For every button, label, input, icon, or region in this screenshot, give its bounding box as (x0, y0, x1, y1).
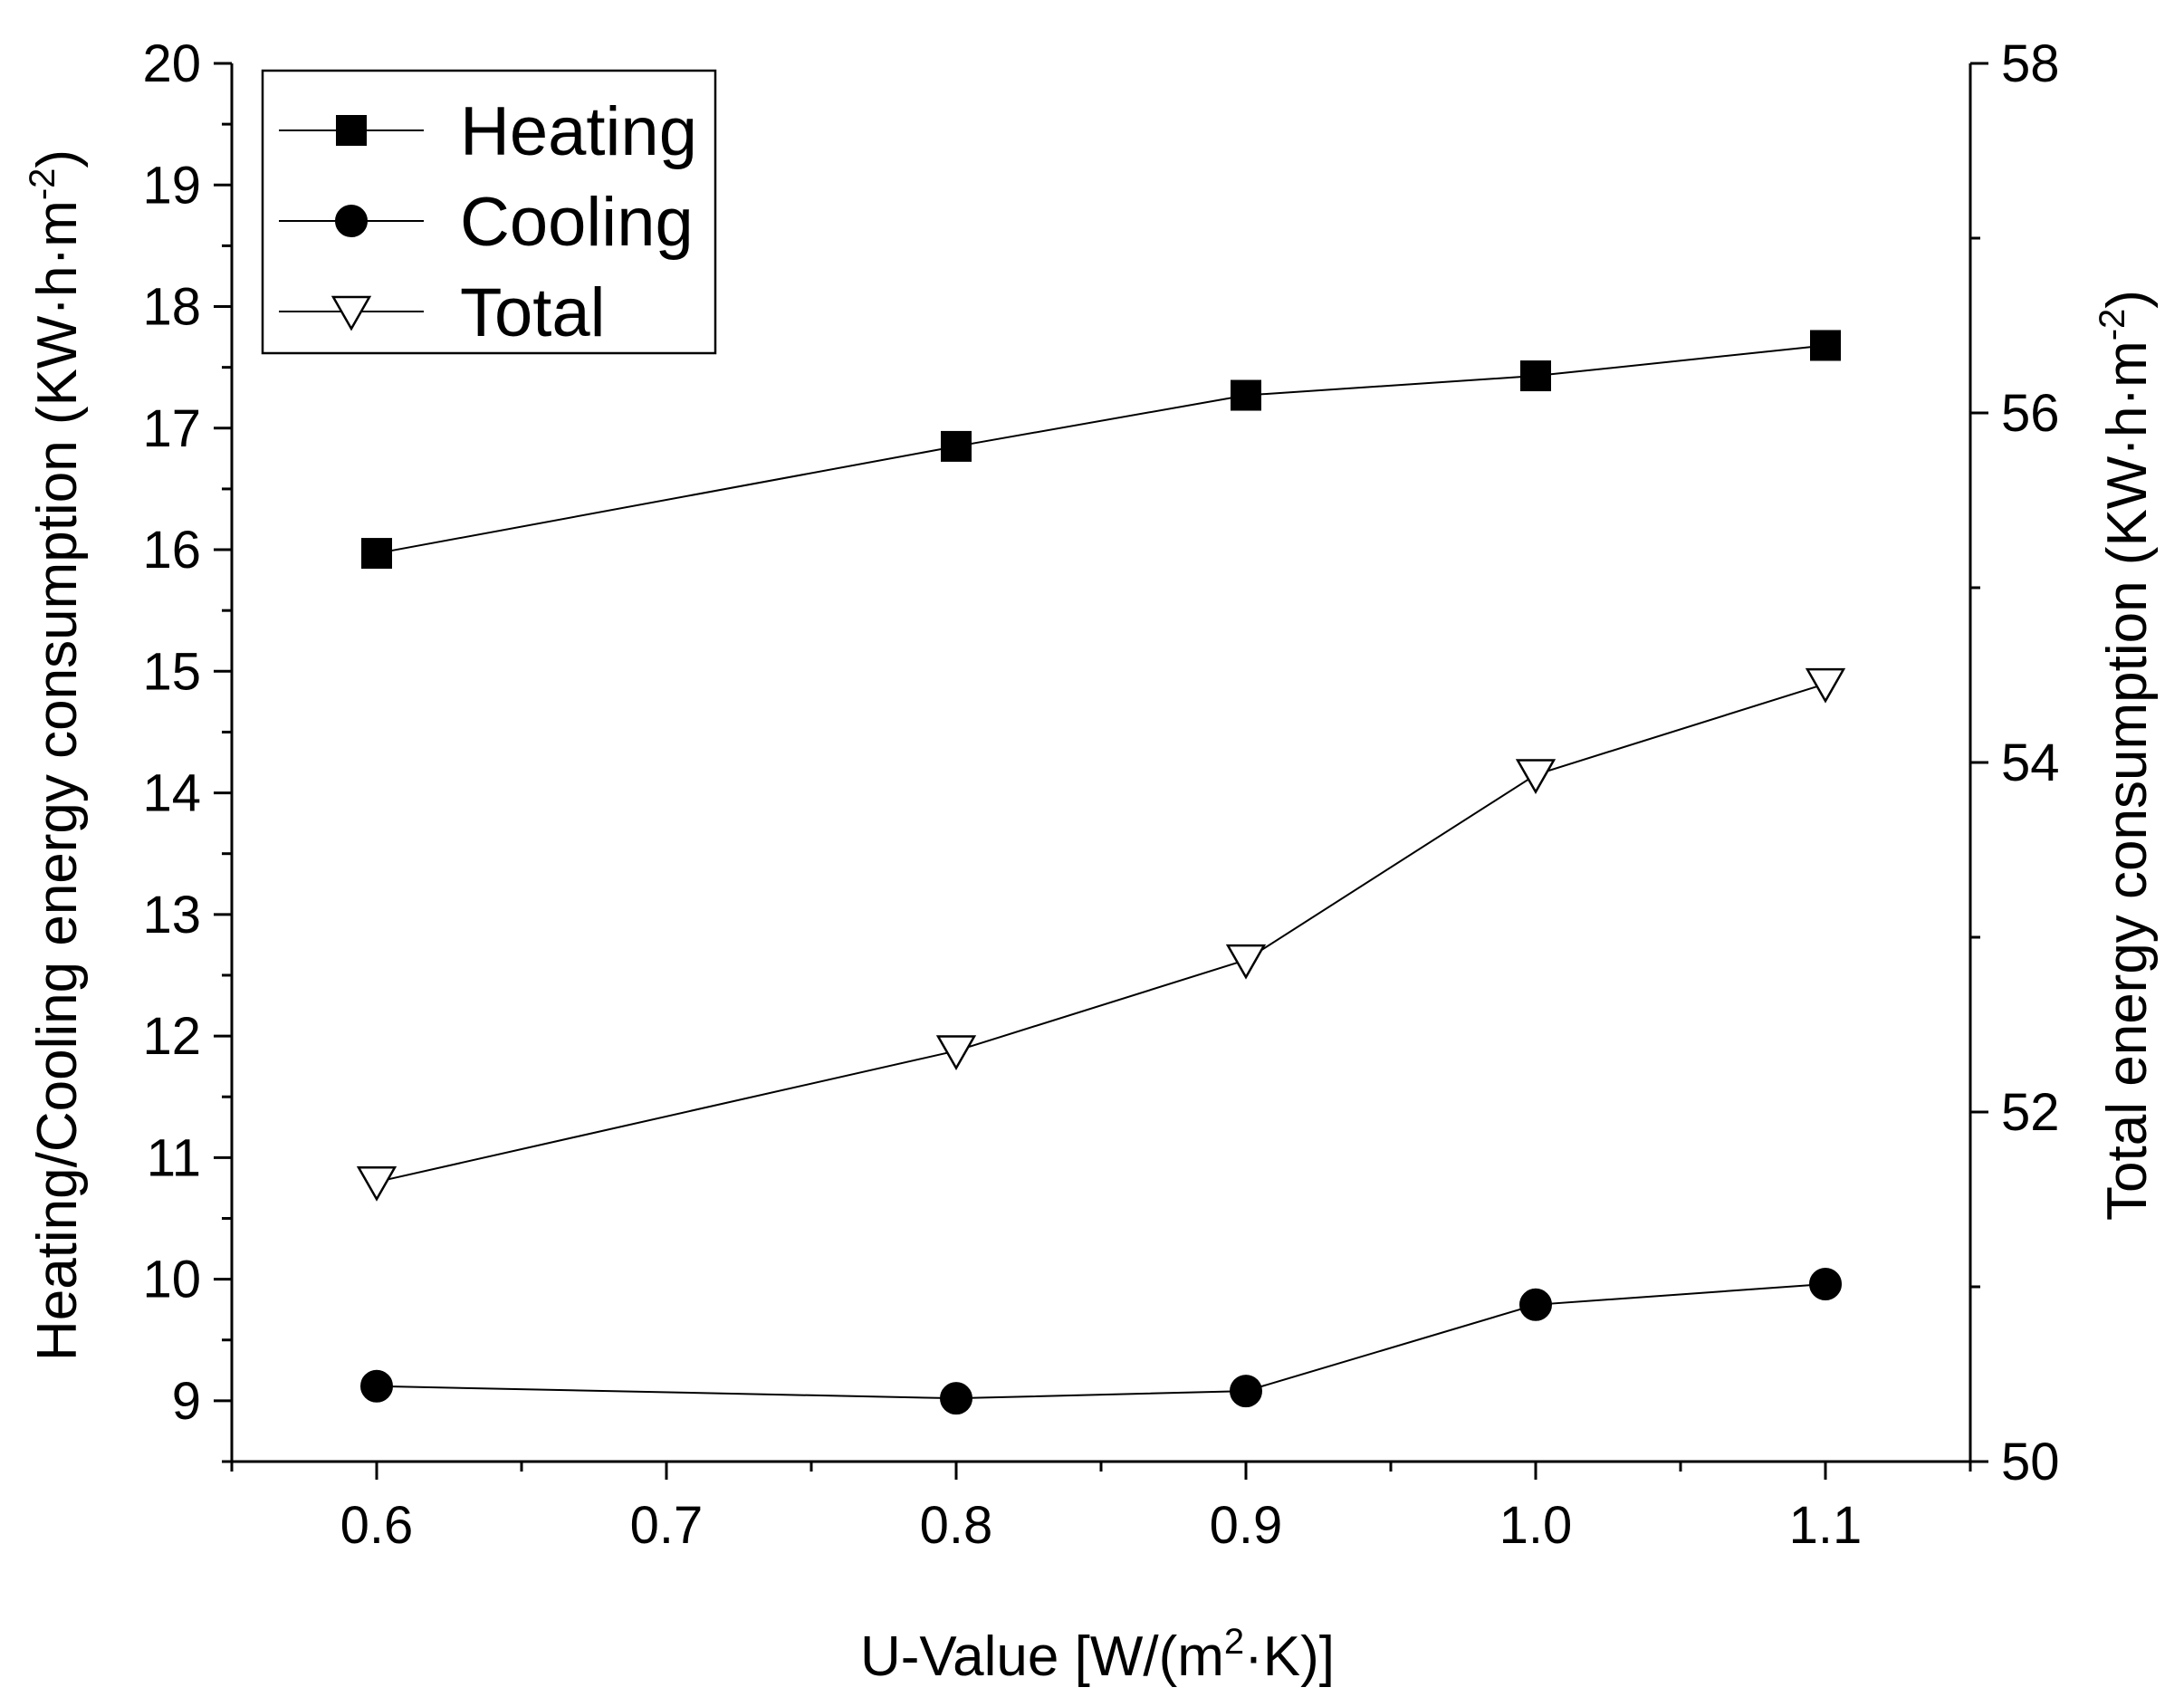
series-cooling (360, 1267, 1842, 1415)
x-tick-label: 0.7 (630, 1496, 704, 1555)
y-axis-title-left: Heating/Cooling energy consumption (KW·h… (23, 149, 89, 1361)
y-right-tick-label: 52 (2001, 1083, 2060, 1142)
data-point-heating (1520, 360, 1551, 392)
y-left-tick-label: 14 (142, 764, 201, 823)
series-group (356, 330, 1846, 1415)
data-point-total (356, 1165, 398, 1202)
data-point-total (1225, 944, 1267, 980)
y-right-tick-label: 56 (2001, 384, 2060, 443)
data-point-heating (1231, 379, 1261, 411)
legend-label-heating: Heating (460, 93, 697, 170)
legend-marker-cooling (335, 205, 368, 237)
legend: Heating Cooling Total (261, 69, 717, 355)
legend-item-total: Total (279, 274, 606, 351)
legend-label-total: Total (460, 274, 606, 351)
y-right-tick-label: 50 (2001, 1433, 2060, 1491)
y-left-tick-label: 19 (142, 156, 201, 215)
data-point-heating (1810, 330, 1841, 361)
y-right-tick-label: 58 (2001, 34, 2060, 93)
legend-item-cooling: Cooling (279, 184, 694, 261)
y-left-tick-label: 10 (142, 1251, 201, 1309)
series-total (356, 667, 1846, 1202)
y-left-tick-label: 13 (142, 886, 201, 944)
series-heating (361, 330, 1841, 570)
y-left-tick-label: 11 (147, 1128, 201, 1187)
data-point-heating (361, 538, 392, 570)
legend-marker-heating (336, 115, 367, 146)
x-tick-label: 1.0 (1499, 1496, 1573, 1555)
legend-item-heating: Heating (279, 93, 697, 170)
y-left-tick-label: 15 (142, 642, 201, 701)
legend-label-cooling: Cooling (460, 184, 694, 261)
data-point-cooling (1519, 1288, 1552, 1321)
y-left-tick-label: 20 (142, 34, 201, 93)
y-left-tick-label: 17 (142, 399, 201, 458)
ticks (214, 62, 1988, 1480)
data-point-total (935, 1035, 977, 1070)
y-left-tick-label: 16 (142, 521, 201, 580)
data-point-heating (941, 430, 972, 462)
legend-marker-total (330, 295, 372, 331)
data-point-cooling (1809, 1267, 1842, 1300)
tick-labels: 0.6 0.7 0.8 0.9 1.0 1.1 9 10 11 12 13 14 15 16 17 18 19 2… (142, 34, 2059, 1555)
data-point-total (1805, 667, 1846, 704)
x-axis-title: U-Value [W/(m2·K)] (860, 1622, 1335, 1688)
x-tick-label: 1.1 (1789, 1496, 1863, 1555)
y-axis-title-right: Total energy consumption (KW·h·m-2) (2093, 290, 2159, 1221)
y-left-tick-label: 18 (142, 278, 201, 337)
x-tick-label: 0.9 (1210, 1496, 1283, 1555)
data-point-total (1515, 759, 1557, 795)
x-tick-label: 0.8 (920, 1496, 993, 1555)
y-left-tick-label: 9 (172, 1372, 201, 1431)
data-point-cooling (1230, 1375, 1262, 1408)
x-tick-label: 0.6 (340, 1496, 414, 1555)
data-point-cooling (360, 1369, 393, 1403)
y-left-tick-label: 12 (142, 1007, 201, 1066)
data-point-cooling (940, 1382, 972, 1415)
y-right-tick-label: 54 (2001, 733, 2060, 792)
